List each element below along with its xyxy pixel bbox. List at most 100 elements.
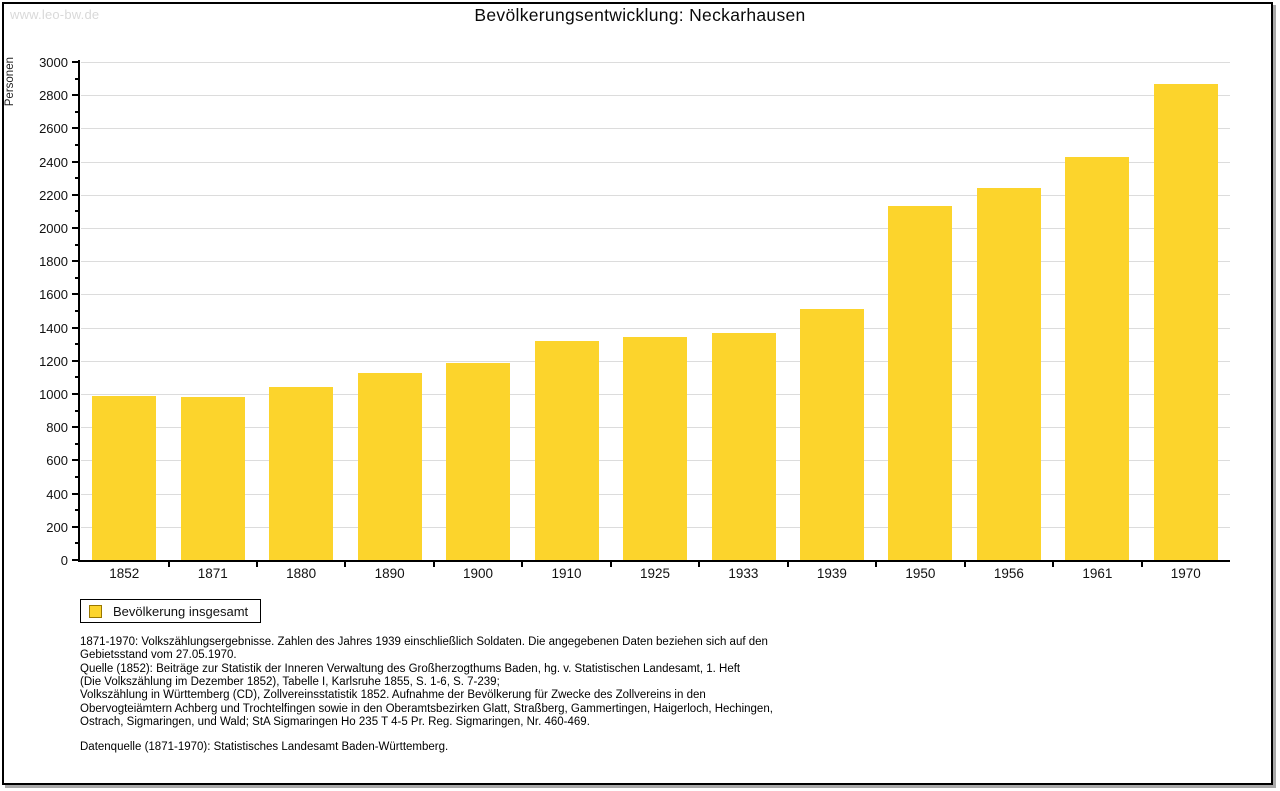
y-tick-label: 400 — [46, 486, 68, 502]
y-tick-label: 1200 — [39, 353, 68, 369]
y-minor-tick-100 — [75, 542, 80, 545]
gridline-1800 — [81, 261, 1230, 263]
bar-1880 — [269, 387, 334, 560]
x-tick-label-1933: 1933 — [728, 566, 759, 581]
x-tick-label-1961: 1961 — [1082, 566, 1113, 581]
x-tick — [963, 562, 966, 567]
x-tick-label-1910: 1910 — [551, 566, 582, 581]
y-tick-2200 — [72, 193, 80, 196]
y-minor-tick-1100 — [75, 376, 80, 379]
bar-1956 — [976, 188, 1041, 560]
watermark: www.leo-bw.de — [10, 7, 100, 22]
y-tick-1000 — [72, 393, 80, 395]
y-tick-1400 — [72, 326, 80, 329]
bar-1890 — [357, 373, 422, 561]
y-tick-2400 — [72, 160, 80, 163]
bar-1900 — [446, 362, 511, 560]
x-tick — [786, 562, 789, 567]
gridline-2800 — [81, 95, 1230, 97]
x-tick — [344, 562, 347, 567]
gridline-1600 — [81, 294, 1230, 296]
x-tick-label-1939: 1939 — [816, 566, 847, 581]
bar-1970 — [1153, 83, 1218, 560]
y-tick-label: 2600 — [39, 121, 68, 137]
x-tick — [432, 562, 435, 567]
y-tick-1800 — [72, 260, 80, 263]
x-tick — [875, 562, 878, 567]
footnotes: 1871-1970: Volkszählungsergebnisse. Zahl… — [80, 636, 920, 729]
x-tick-label-1890: 1890 — [374, 566, 405, 581]
datasource-note: Datenquelle (1871-1970): Statistisches L… — [80, 741, 449, 753]
footnote-line: (Die Volkszählung im Dezember 1852), Tab… — [80, 676, 500, 689]
y-axis-label: Personen — [4, 57, 16, 107]
x-tick-label-1956: 1956 — [993, 566, 1024, 581]
x-tick-label-1970: 1970 — [1170, 566, 1201, 581]
x-tick — [1052, 562, 1055, 567]
y-tick-2600 — [72, 127, 80, 130]
y-tick-400 — [72, 492, 80, 495]
y-tick-2800 — [72, 94, 80, 97]
y-minor-tick-300 — [75, 509, 80, 512]
y-tick-label: 2400 — [39, 154, 68, 170]
y-minor-tick-2100 — [75, 210, 80, 213]
gridline-2000 — [81, 228, 1230, 229]
gridline-1400 — [81, 327, 1230, 329]
y-minor-tick-700 — [75, 442, 80, 445]
bar-1933 — [711, 332, 776, 560]
y-tick-label: 1400 — [39, 320, 68, 336]
y-tick-label: 2200 — [39, 187, 68, 203]
y-tick-3000 — [72, 61, 80, 63]
x-tick — [255, 562, 258, 567]
y-tick-2000 — [72, 227, 80, 229]
bar-1961 — [1065, 156, 1130, 560]
x-tick-label-1900: 1900 — [463, 566, 494, 581]
y-tick-label: 800 — [46, 420, 68, 436]
bar-1950 — [888, 206, 953, 560]
x-tick — [167, 562, 170, 567]
y-tick-label: 1000 — [39, 387, 68, 402]
x-tick-label-1871: 1871 — [197, 566, 228, 581]
y-tick-1200 — [72, 359, 80, 362]
x-tick — [1140, 562, 1143, 567]
y-tick-label: 3000 — [39, 55, 68, 70]
gridline-2400 — [81, 161, 1230, 163]
y-minor-tick-2700 — [75, 110, 80, 113]
bar-1925 — [623, 336, 687, 560]
x-tick-label-1880: 1880 — [286, 566, 317, 581]
gridline-3000 — [81, 62, 1230, 63]
footnote-line: Quelle (1852): Beiträge zur Statistik de… — [80, 662, 741, 675]
footnote-line: Gebietsstand vom 27.05.1970. — [80, 649, 237, 662]
legend-swatch — [89, 604, 102, 618]
bar-1910 — [534, 340, 599, 560]
gridline-2200 — [81, 194, 1230, 196]
y-tick-200 — [72, 525, 80, 528]
y-tick-800 — [72, 426, 80, 429]
footnote-line: Ostrach, Sigmaringen, und Wald; StA Sigm… — [80, 716, 590, 729]
y-tick-label: 1800 — [39, 254, 68, 270]
x-tick — [609, 562, 612, 567]
x-tick-label-1925: 1925 — [640, 566, 671, 581]
x-tick — [521, 562, 524, 567]
y-tick-label: 600 — [46, 453, 68, 469]
y-minor-tick-2300 — [75, 177, 80, 180]
y-minor-tick-1700 — [75, 276, 80, 279]
legend: Bevölkerung insgesamt — [80, 599, 262, 623]
x-tick — [698, 562, 701, 567]
footnote-line: 1871-1970: Volkszählungsergebnisse. Zahl… — [80, 636, 768, 648]
y-minor-tick-1300 — [75, 343, 80, 346]
y-tick-label: 2000 — [39, 221, 68, 236]
bar-1852 — [92, 395, 157, 560]
y-minor-tick-1900 — [75, 243, 80, 246]
y-minor-tick-500 — [75, 476, 80, 478]
y-tick-label: 2800 — [39, 88, 68, 104]
y-minor-tick-900 — [75, 409, 80, 412]
y-minor-tick-2900 — [75, 77, 80, 80]
y-minor-tick-2500 — [75, 144, 80, 146]
gridline-2600 — [81, 128, 1230, 130]
bar-1871 — [180, 397, 245, 560]
y-tick-label: 200 — [46, 519, 68, 535]
y-tick-label: 0 — [60, 553, 68, 568]
bar-1939 — [799, 309, 864, 560]
y-tick-0 — [72, 559, 80, 561]
